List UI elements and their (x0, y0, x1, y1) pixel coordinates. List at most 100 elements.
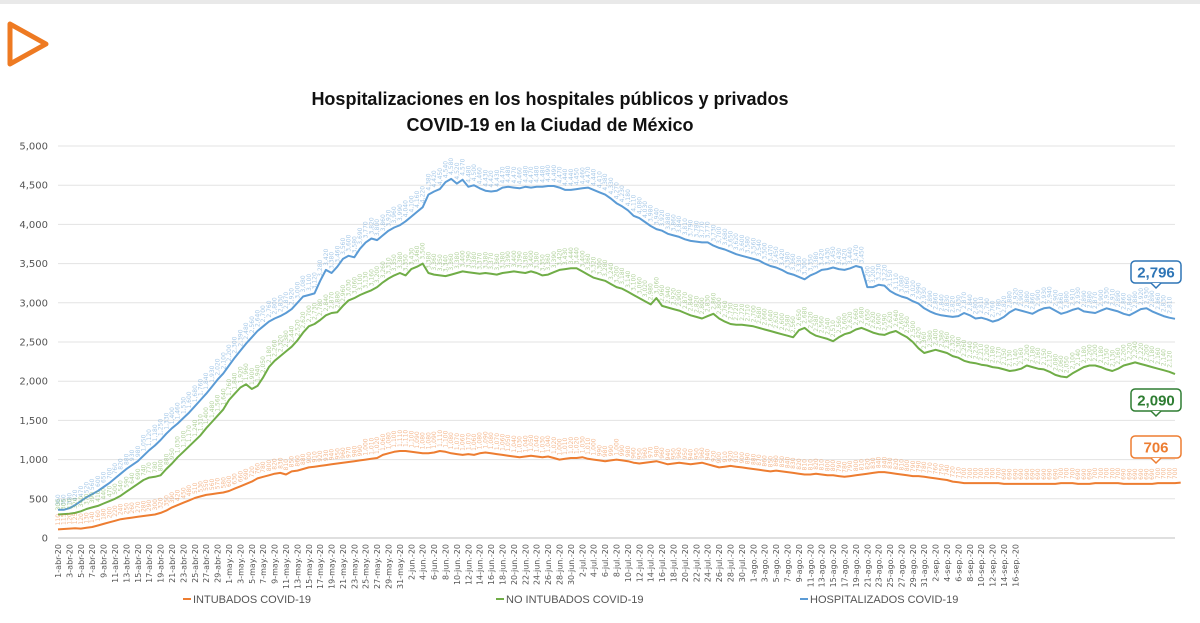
data-label: 700 (961, 467, 968, 479)
data-label: 690 (1132, 468, 1139, 480)
data-label: 3,430 (824, 248, 831, 265)
data-label: 2,930 (1144, 287, 1151, 304)
data-label: 690 (1081, 468, 1088, 480)
data-label: 4,470 (528, 166, 535, 183)
data-label: 3,820 (368, 217, 375, 234)
data-label: 340 (78, 496, 85, 508)
data-label: 2,180 (266, 346, 273, 363)
data-label: 3,300 (802, 258, 809, 275)
data-label: 3,240 (608, 263, 615, 280)
data-label: 900 (716, 452, 723, 464)
data-label: 250 (123, 503, 130, 515)
data-label: 910 (722, 451, 729, 463)
data-label: 1,180 (152, 424, 159, 441)
data-label: 4,110 (631, 194, 638, 211)
data-label: 3,200 (614, 266, 621, 283)
data-label: 2,420 (916, 327, 923, 344)
data-label: 3,060 (904, 277, 911, 294)
data-label: 870 (756, 454, 763, 466)
data-label: 2,320 (277, 335, 284, 352)
data-label: 3,790 (688, 220, 695, 237)
data-label: 2,200 (1087, 344, 1094, 361)
data-label: 1,110 (437, 430, 444, 447)
value-callout-label: 2,090 (1137, 393, 1175, 410)
data-label: 3,300 (596, 258, 603, 275)
data-label: 3,470 (767, 245, 774, 262)
data-label: 4,460 (477, 167, 484, 184)
data-label: 4,480 (522, 165, 529, 182)
data-label: 2,120 (1047, 350, 1054, 367)
data-label: 3,350 (539, 254, 546, 271)
data-label: 900 (739, 452, 746, 464)
data-label: 1,760 (226, 379, 233, 396)
data-label: 820 (796, 458, 803, 470)
series-line (57, 450, 1181, 531)
data-label: 990 (357, 445, 364, 457)
data-label: 840 (876, 457, 883, 469)
data-label: 1,100 (408, 430, 415, 447)
data-label: 3,220 (881, 264, 888, 281)
data-label: 690 (1035, 468, 1042, 480)
data-label: 2,880 (1132, 291, 1139, 308)
x-tick-label: 20-jun.-20 (510, 544, 519, 585)
data-label: 110 (55, 514, 62, 526)
data-label: 700 (995, 467, 1002, 479)
x-tick-label: 18-jun.-20 (499, 544, 508, 585)
chart-title-line-2: COVID-19 en la Ciudad de México (406, 115, 694, 135)
value-callout-pointer (1150, 410, 1162, 418)
data-label: 1,480 (209, 401, 216, 418)
x-tick-label: 14-jul.-20 (647, 544, 656, 582)
data-label: 370 (83, 493, 90, 505)
x-tick-label: 17-may.-20 (316, 544, 325, 589)
data-label: 640 (129, 472, 136, 484)
data-label: 3,680 (722, 228, 729, 245)
data-label: 2,500 (910, 321, 917, 338)
data-label: 2,680 (859, 307, 866, 324)
data-label: 3,380 (784, 252, 791, 269)
data-label: 1,020 (374, 437, 381, 454)
data-label: 2,870 (329, 292, 336, 309)
data-label: 2,180 (1098, 346, 1105, 363)
x-tick-label: 17-ago.-20 (840, 544, 849, 587)
data-label: 2,660 (762, 308, 769, 325)
x-tick-label: 3-ago.-20 (761, 544, 770, 582)
data-label: 1,400 (169, 407, 176, 424)
data-label: 540 (118, 480, 125, 492)
series-line (58, 177, 1176, 511)
data-label: 700 (1155, 467, 1162, 479)
data-label: 980 (653, 446, 660, 458)
data-label: 780 (260, 461, 267, 473)
data-label: 690 (1052, 468, 1059, 480)
data-label: 2,810 (978, 296, 985, 313)
data-label: 2,870 (961, 292, 968, 309)
x-tick-label: 10-jun.-20 (453, 544, 462, 585)
data-label: 1,560 (215, 394, 222, 411)
data-label: 3,380 (522, 252, 529, 269)
x-tick-label: 24-jun.-20 (533, 544, 542, 585)
x-tick-label: 30-jun.-20 (567, 544, 576, 585)
data-label: 3,420 (779, 249, 786, 266)
value-callout-label: 706 (1143, 440, 1168, 457)
data-label: 2,830 (944, 295, 951, 312)
data-label: 2,180 (1081, 346, 1088, 363)
data-label: 120 (78, 513, 85, 525)
x-tick-label: 8-jun.-20 (442, 544, 451, 580)
data-label: 4,440 (568, 169, 575, 186)
data-label: 4,040 (403, 200, 410, 217)
data-label: 3,380 (471, 252, 478, 269)
data-label: 3,440 (568, 247, 575, 264)
data-label: 2,930 (921, 287, 928, 304)
data-label: 3,130 (363, 271, 370, 288)
data-label: 550 (203, 479, 210, 491)
data-label: 2,700 (306, 305, 313, 322)
data-label: 3,200 (864, 266, 871, 283)
data-label: 1,010 (585, 437, 592, 454)
data-label: 2,820 (693, 296, 700, 313)
data-label: 2,560 (904, 316, 911, 333)
data-label: 4,420 (488, 170, 495, 187)
data-label: 2,710 (745, 304, 752, 321)
chart-title: Hospitalizaciones en los hospitales públ… (260, 86, 840, 138)
data-label: 3,700 (716, 227, 723, 244)
data-label: 1,080 (420, 432, 427, 449)
x-tick-label: 19-may.-20 (328, 544, 337, 589)
